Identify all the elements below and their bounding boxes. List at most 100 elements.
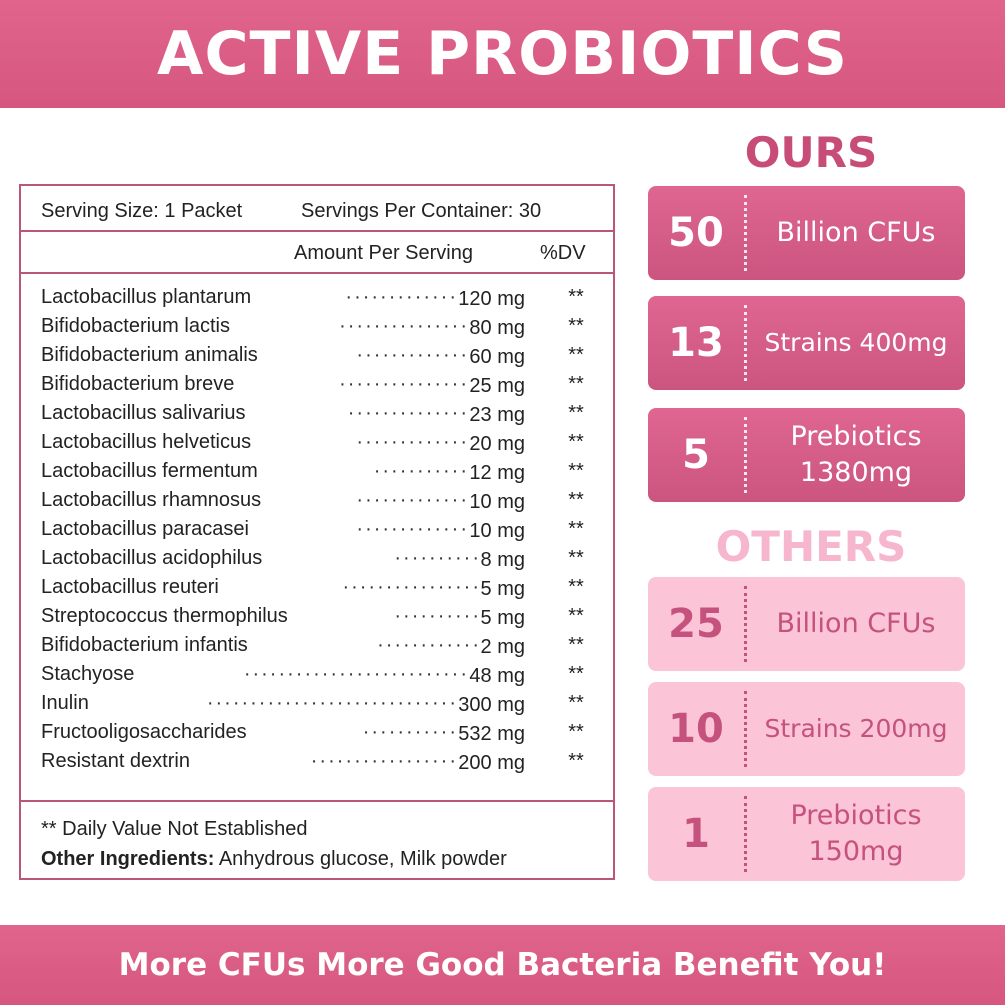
ingredient-row: Inulin ····························· 300 m… — [41, 692, 591, 721]
leader-dots: ················ — [342, 576, 481, 598]
ingredient-dv: ** — [568, 315, 584, 337]
ingredient-row: Lactobacillus plantarum ············· 120 … — [41, 286, 591, 315]
facts-footer: ** Daily Value Not Established Other Ing… — [21, 800, 613, 880]
others-heading: OTHERS — [715, 522, 907, 571]
ingredient-name: Inulin — [41, 692, 89, 714]
other-ingredients-label: Other Ingredients: — [41, 848, 215, 870]
ingredient-row: Bifidobacterium animalis ············· 60 … — [41, 344, 591, 373]
ingredient-row: Resistant dextrin ················· 200 mg… — [41, 750, 591, 779]
card-label: Prebiotics 1380mg — [790, 421, 922, 488]
ingredient-row: Lactobacillus paracasei ············· 10 m… — [41, 518, 591, 547]
leader-dots: ··············· — [339, 373, 469, 395]
servings-per-container: Servings Per Container: 30 — [301, 200, 542, 222]
ingredient-dv: ** — [568, 460, 584, 482]
ingredient-row: Bifidobacterium lactis ··············· 80 … — [41, 315, 591, 344]
ingredient-name: Bifidobacterium animalis — [41, 344, 258, 366]
serving-row: Serving Size: 1 Packet Servings Per Cont… — [21, 186, 613, 232]
ingredient-dv: ** — [568, 634, 584, 656]
card-number: 10 — [668, 706, 724, 752]
card-number: 1 — [682, 811, 710, 857]
card-label: Strains 200mg — [764, 714, 948, 743]
ingredient-dv: ** — [568, 431, 584, 453]
ingredient-amount: 10 mg — [469, 491, 525, 513]
leader-dots: ··········· — [373, 460, 469, 482]
ingredient-amount: 25 mg — [469, 375, 525, 397]
ingredient-amount: 2 mg — [480, 636, 525, 658]
card-label: Billion CFUs — [776, 217, 936, 248]
dotted-divider — [744, 586, 747, 662]
supplement-facts-panel: Serving Size: 1 Packet Servings Per Cont… — [19, 184, 615, 880]
ingredient-row: Streptococcus thermophilus ·········· 5 mg… — [41, 605, 591, 634]
ingredient-amount: 23 mg — [469, 404, 525, 426]
leader-dots: ············· — [356, 344, 469, 366]
ingredient-amount: 200 mg — [458, 752, 525, 774]
card-number: 25 — [668, 601, 724, 647]
ours-card-strains: 13 Strains 400mg — [648, 296, 965, 390]
others-card-cfus: 25 Billion CFUs — [648, 577, 965, 671]
ingredient-amount: 532 mg — [458, 723, 525, 745]
ingredient-dv: ** — [568, 663, 584, 685]
ingredient-amount: 80 mg — [469, 317, 525, 339]
leader-dots: ·············· — [347, 402, 469, 424]
ingredient-row: Fructooligosaccharides ··········· 532 mg *… — [41, 721, 591, 750]
ingredient-amount: 120 mg — [458, 288, 525, 310]
ingredient-amount: 5 mg — [480, 607, 525, 629]
ingredient-row: Lactobacillus reuteri ················ 5 m… — [41, 576, 591, 605]
ours-heading: OURS — [744, 128, 878, 177]
ingredient-name: Fructooligosaccharides — [41, 721, 247, 743]
ingredient-dv: ** — [568, 605, 584, 627]
ingredient-row: Bifidobacterium breve ··············· 25 m… — [41, 373, 591, 402]
ingredient-name: Bifidobacterium lactis — [41, 315, 230, 337]
leader-dots: ············ — [377, 634, 481, 656]
ingredient-row: Lactobacillus salivarius ·············· 23… — [41, 402, 591, 431]
leader-dots: ··········· — [362, 721, 458, 743]
ingredient-dv: ** — [568, 489, 584, 511]
ingredient-amount: 12 mg — [469, 462, 525, 484]
leader-dots: ············· — [356, 489, 469, 511]
ingredient-name: Lactobacillus acidophilus — [41, 547, 263, 569]
leader-dots: ············· — [356, 518, 469, 540]
dotted-divider — [744, 691, 747, 767]
footer-banner: More CFUs More Good Bacteria Benefit You… — [0, 925, 1005, 1005]
ingredient-row: Lactobacillus rhamnosus ············· 10 m… — [41, 489, 591, 518]
ingredient-amount: 10 mg — [469, 520, 525, 542]
card-label: Prebiotics 150mg — [790, 800, 922, 867]
other-ingredients: Other Ingredients: Anhydrous glucose, Mi… — [41, 848, 507, 871]
leader-dots: ·························· — [243, 663, 469, 685]
card-number: 5 — [682, 432, 710, 478]
ingredient-name: Lactobacillus plantarum — [41, 286, 252, 308]
others-card-prebiotics: 1 Prebiotics 150mg — [648, 787, 965, 881]
ingredient-row: Lactobacillus fermentum ··········· 12 mg *… — [41, 460, 591, 489]
ingredient-row: Bifidobacterium infantis ············ 2 mg… — [41, 634, 591, 663]
ingredient-dv: ** — [568, 750, 584, 772]
ingredient-row: Lactobacillus helveticus ············· 20 … — [41, 431, 591, 460]
leader-dots: ·········· — [394, 605, 481, 627]
ours-card-prebiotics: 5 Prebiotics 1380mg — [648, 408, 965, 502]
ingredient-dv: ** — [568, 692, 584, 714]
card-label: Strains 400mg — [764, 328, 948, 357]
ingredient-amount: 20 mg — [469, 433, 525, 455]
leader-dots: ············· — [345, 286, 458, 308]
leader-dots: ············· — [356, 431, 469, 453]
daily-value-note: ** Daily Value Not Established — [41, 818, 308, 840]
serving-size: Serving Size: 1 Packet — [41, 200, 243, 222]
ingredient-dv: ** — [568, 344, 584, 366]
ingredient-dv: ** — [568, 286, 584, 308]
ingredient-amount: 300 mg — [458, 694, 525, 716]
dotted-divider — [744, 195, 747, 271]
ingredient-dv: ** — [568, 547, 584, 569]
card-number: 13 — [668, 320, 724, 366]
ingredient-name: Stachyose — [41, 663, 135, 685]
page-title: ACTIVE PROBIOTICS — [157, 19, 848, 89]
amount-per-serving-header: Amount Per Serving — [294, 242, 473, 264]
leader-dots: ·········· — [394, 547, 481, 569]
leader-dots: ················· — [310, 750, 458, 772]
ingredient-dv: ** — [568, 402, 584, 424]
leader-dots: ····························· — [206, 692, 458, 714]
ingredient-dv: ** — [568, 373, 584, 395]
ingredient-name: Lactobacillus reuteri — [41, 576, 219, 598]
ingredient-row: Lactobacillus acidophilus ·········· 8 mg *… — [41, 547, 591, 576]
ingredient-name: Lactobacillus helveticus — [41, 431, 252, 453]
footer-tagline: More CFUs More Good Bacteria Benefit You… — [118, 947, 887, 983]
ingredient-name: Bifidobacterium breve — [41, 373, 235, 395]
